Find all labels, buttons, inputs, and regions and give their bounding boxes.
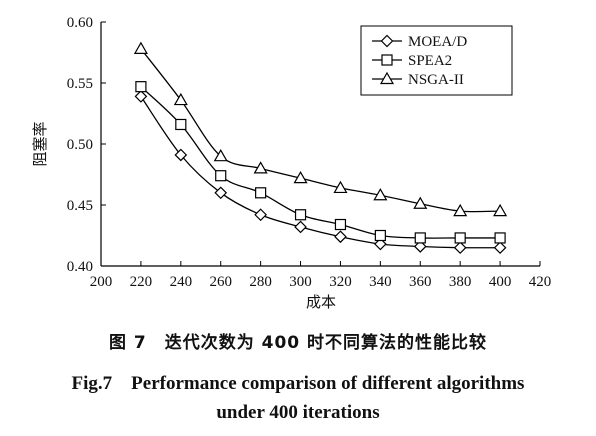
series-nsga-ii — [133, 41, 508, 217]
data-point-triangle — [493, 203, 508, 217]
y-axis-title: 阻塞率 — [31, 121, 49, 166]
data-point-diamond — [413, 240, 427, 253]
legend-label: NSGA-II — [408, 72, 464, 88]
data-point-diamond — [254, 208, 267, 222]
line-chart: 200 220 240 260 280 300 320 340 360 380 400 420 0.4… — [31, 15, 552, 311]
x-tick-label: 420 — [529, 274, 552, 290]
data-point-triangle — [213, 148, 228, 162]
data-point-triangle — [173, 92, 188, 106]
data-point-triangle — [133, 41, 148, 54]
data-point-square — [294, 209, 307, 221]
x-tick-label: 220 — [130, 274, 153, 290]
x-tick-label: 340 — [369, 274, 392, 290]
figure-caption-chinese: 图 7 迭代次数为 400 时不同算法的性能比较 — [108, 333, 488, 353]
series-line — [140, 48, 501, 213]
y-ticks: 0.40 0.45 0.50 0.55 0.60 — [67, 15, 106, 275]
data-point-diamond — [214, 186, 228, 200]
data-point-diamond — [134, 90, 148, 103]
x-tick-label: 400 — [489, 274, 512, 290]
data-point-triangle — [453, 203, 468, 217]
legend-item: NSGA-II — [372, 71, 464, 88]
legend-items: MOEA/D SPEA2 NSGA-II — [372, 34, 467, 88]
y-tick-label: 0.55 — [67, 76, 93, 92]
data-point-diamond — [174, 148, 188, 162]
legend-label: MOEA/D — [408, 34, 467, 50]
series-moea-d — [134, 90, 507, 255]
legend: MOEA/D SPEA2 NSGA-II — [360, 25, 513, 96]
data-point-square — [175, 118, 187, 131]
data-point-square — [255, 187, 267, 199]
data-point-square — [494, 232, 506, 244]
data-point-diamond — [374, 237, 387, 251]
legend-marker-triangle — [379, 71, 395, 85]
x-tick-label: 320 — [329, 274, 352, 290]
x-axis-title: 成本 — [306, 293, 336, 311]
data-point-diamond — [493, 241, 507, 255]
data-point-square — [374, 229, 386, 242]
series-line — [140, 86, 501, 239]
data-point-square — [414, 232, 426, 244]
data-point-triangle — [333, 180, 348, 194]
legend-marker-diamond — [380, 34, 394, 48]
legend-item: MOEA/D — [372, 34, 467, 50]
legend-item: SPEA2 — [372, 53, 452, 69]
y-tick-label: 0.40 — [67, 259, 93, 275]
legend-marker-square — [381, 54, 393, 66]
x-tick-label: 260 — [209, 274, 232, 290]
legend-label: SPEA2 — [408, 53, 452, 69]
x-tick-label: 280 — [249, 274, 272, 290]
data-point-square — [215, 170, 227, 182]
x-ticks: 200 220 240 260 280 300 320 340 360 380 400 420 — [90, 261, 552, 290]
data-point-diamond — [334, 230, 347, 244]
data-point-triangle — [253, 161, 268, 174]
x-tick-label: 300 — [289, 274, 312, 290]
data-point-square — [334, 218, 347, 231]
figure-caption-english-line1: Fig.7 Performance comparison of differen… — [71, 373, 525, 394]
data-point-diamond — [294, 220, 307, 234]
data-point-triangle — [413, 196, 428, 209]
x-tick-label: 360 — [409, 274, 432, 290]
series-line — [140, 96, 501, 249]
data-point-diamond — [453, 241, 467, 255]
data-point-triangle — [373, 188, 388, 201]
y-tick-label: 0.50 — [67, 137, 93, 153]
series-spea2 — [135, 81, 506, 244]
data-point-square — [454, 232, 466, 244]
x-tick-label: 240 — [170, 274, 193, 290]
x-tick-label: 200 — [90, 274, 113, 290]
data-point-triangle — [293, 170, 308, 184]
y-tick-label: 0.45 — [67, 198, 93, 214]
figure-caption-english-line2: under 400 iterations — [216, 402, 380, 423]
data-point-square — [135, 81, 147, 93]
series-layer — [133, 41, 508, 255]
y-tick-label: 0.60 — [67, 15, 93, 31]
x-tick-label: 380 — [449, 274, 472, 290]
